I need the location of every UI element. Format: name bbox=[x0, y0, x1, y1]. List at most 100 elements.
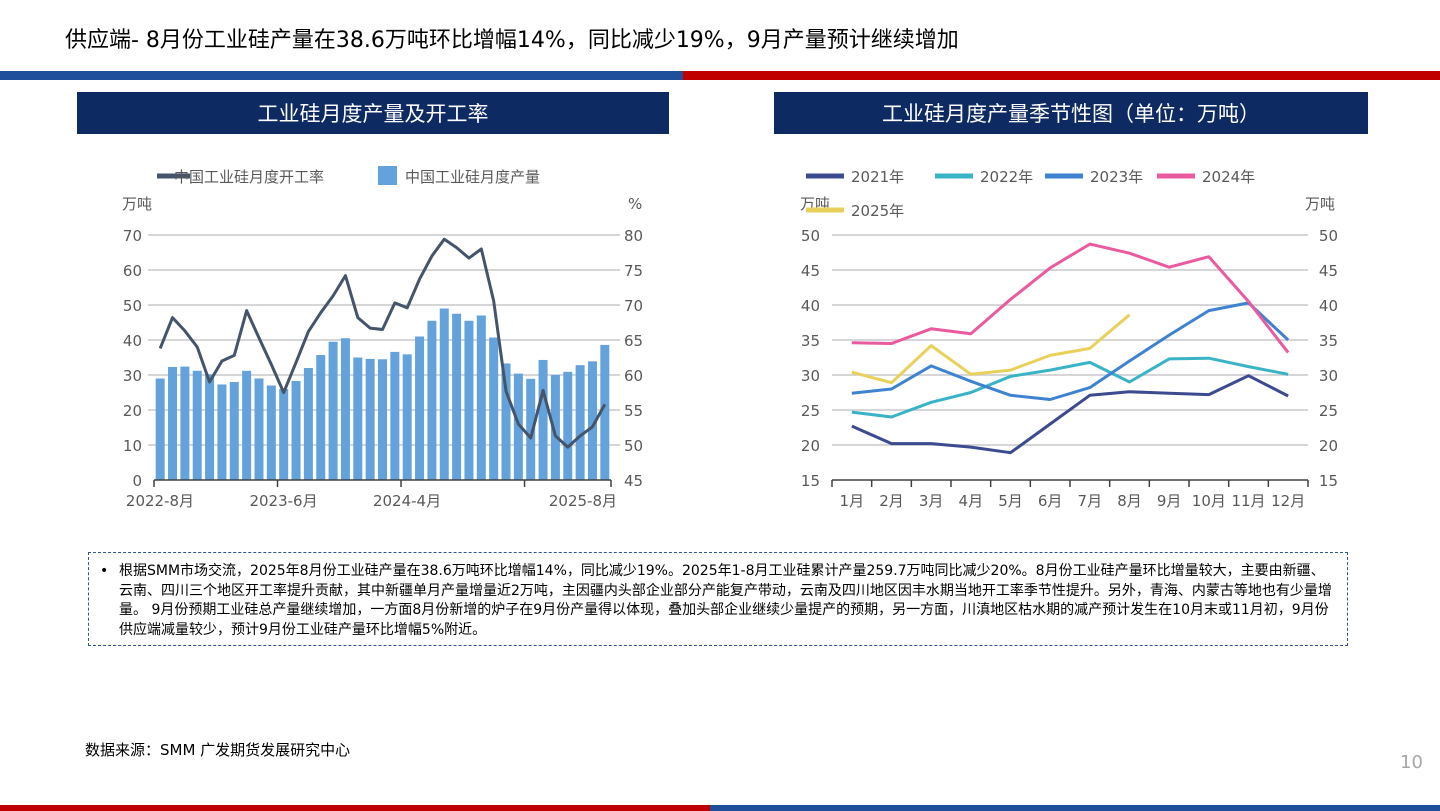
y-left-tick-label: 30 bbox=[123, 367, 142, 385]
y-right-tick-label: 15 bbox=[1319, 472, 1338, 490]
series-line-2025 bbox=[851, 313, 1131, 385]
production-bar bbox=[538, 359, 548, 480]
production-bar bbox=[587, 361, 597, 480]
y-left-tick-label: 25 bbox=[801, 402, 820, 420]
right-chart-header: 工业硅月度产量季节性图（单位：万吨） bbox=[774, 92, 1368, 134]
production-bar bbox=[489, 337, 499, 480]
production-bar bbox=[550, 375, 560, 480]
production-bar bbox=[390, 351, 400, 480]
production-bar bbox=[377, 359, 387, 480]
x-tick-label: 6月 bbox=[1038, 492, 1063, 510]
y-right-tick-label: 40 bbox=[1319, 297, 1338, 315]
production-bar bbox=[340, 338, 350, 480]
y-right-tick-label: 45 bbox=[1319, 262, 1338, 280]
y-left-tick-label: 20 bbox=[123, 402, 142, 420]
y-right-tick-label: 20 bbox=[1319, 437, 1338, 455]
x-tick-label: 2022-8月 bbox=[126, 492, 194, 510]
x-tick-label: 7月 bbox=[1078, 492, 1103, 510]
y-right-tick-label: 30 bbox=[1319, 367, 1338, 385]
legend-label-production: 中国工业硅月度产量 bbox=[405, 168, 540, 186]
legend-label: 2022年 bbox=[980, 168, 1033, 186]
x-tick-label: 11月 bbox=[1231, 492, 1265, 510]
production-bar bbox=[155, 378, 165, 480]
x-tick-label: 2月 bbox=[879, 492, 904, 510]
y-left-tick-label: 40 bbox=[801, 297, 820, 315]
y-right-tick-label: 70 bbox=[624, 297, 643, 315]
y-right-tick-label: 60 bbox=[624, 367, 643, 385]
bullet: • bbox=[100, 563, 109, 579]
y-left-tick-label: 0 bbox=[132, 472, 142, 490]
y-right-tick-label: 45 bbox=[624, 472, 643, 490]
legend-bar-swatch bbox=[378, 166, 397, 185]
y-right-tick-label: 75 bbox=[624, 262, 643, 280]
header-divider-red bbox=[683, 71, 1440, 80]
production-bar bbox=[217, 384, 227, 480]
production-bar bbox=[303, 368, 313, 480]
footer-bar-red bbox=[0, 805, 710, 811]
y-left-tick-label: 20 bbox=[801, 437, 820, 455]
x-tick-label: 2023-6月 bbox=[249, 492, 317, 510]
production-bar bbox=[464, 320, 474, 480]
production-bar bbox=[242, 370, 252, 480]
production-bar bbox=[266, 385, 276, 480]
y-right-tick-label: 65 bbox=[624, 332, 643, 350]
y-right-tick-label: 25 bbox=[1319, 402, 1338, 420]
production-bar bbox=[365, 358, 375, 480]
y-right-unit: 万吨 bbox=[1305, 195, 1335, 213]
production-bar bbox=[353, 357, 363, 480]
series-line-2023 bbox=[851, 301, 1290, 401]
y-right-tick-label: 35 bbox=[1319, 332, 1338, 350]
x-tick-label: 1月 bbox=[840, 492, 865, 510]
y-right-tick-label: 80 bbox=[624, 227, 643, 245]
y-left-tick-label: 50 bbox=[123, 297, 142, 315]
legend-label: 2023年 bbox=[1090, 168, 1143, 186]
legend-label: 2024年 bbox=[1202, 168, 1255, 186]
y-left-tick-label: 30 bbox=[801, 367, 820, 385]
series-line-2021 bbox=[851, 374, 1289, 455]
production-bar bbox=[513, 373, 523, 480]
x-tick-label: 12月 bbox=[1271, 492, 1305, 510]
production-bar bbox=[316, 355, 326, 480]
production-bar bbox=[205, 374, 215, 480]
y-left-tick-label: 15 bbox=[801, 472, 820, 490]
production-bar bbox=[575, 365, 585, 480]
production-bar bbox=[501, 363, 511, 480]
y-left-tick-label: 60 bbox=[123, 262, 142, 280]
x-tick-label: 9月 bbox=[1157, 492, 1182, 510]
x-tick-label: 3月 bbox=[919, 492, 944, 510]
production-bar bbox=[427, 320, 437, 480]
production-bar bbox=[452, 313, 462, 480]
production-bar bbox=[180, 366, 190, 480]
production-bar bbox=[563, 371, 573, 480]
utilization-line bbox=[158, 237, 607, 449]
header-divider-blue bbox=[0, 71, 683, 80]
production-bar bbox=[229, 382, 239, 480]
y-left-tick-label: 50 bbox=[801, 227, 820, 245]
production-bar bbox=[415, 336, 425, 480]
production-bar bbox=[439, 308, 449, 480]
production-bar bbox=[526, 378, 536, 480]
production-bar bbox=[476, 315, 486, 480]
slide-title: 供应端- 8月份工业硅产量在38.6万吨环比增幅14%，同比减少19%，9月产量… bbox=[65, 28, 959, 53]
production-bar bbox=[328, 341, 338, 480]
commentary-box: • 根据SMM市场交流，2025年8月份工业硅产量在38.6万吨环比增幅14%，… bbox=[88, 552, 1348, 646]
y-left-tick-label: 35 bbox=[801, 332, 820, 350]
y-left-unit: 万吨 bbox=[122, 195, 152, 213]
x-tick-label: 4月 bbox=[959, 492, 984, 510]
y-left-tick-label: 10 bbox=[123, 437, 142, 455]
x-tick-label: 5月 bbox=[998, 492, 1023, 510]
series-line-2024 bbox=[851, 242, 1290, 354]
production-bar bbox=[192, 370, 202, 480]
y-right-tick-label: 50 bbox=[1319, 227, 1338, 245]
y-left-tick-label: 45 bbox=[801, 262, 820, 280]
left-chart-header: 工业硅月度产量及开工率 bbox=[77, 92, 669, 134]
y-left-tick-label: 70 bbox=[123, 227, 142, 245]
production-bar bbox=[600, 344, 610, 480]
y-right-tick-label: 55 bbox=[624, 402, 643, 420]
legend-label: 2025年 bbox=[851, 202, 904, 220]
series-line-2022 bbox=[851, 356, 1289, 419]
page-number: 10 bbox=[1400, 752, 1423, 773]
production-bar bbox=[254, 378, 264, 480]
